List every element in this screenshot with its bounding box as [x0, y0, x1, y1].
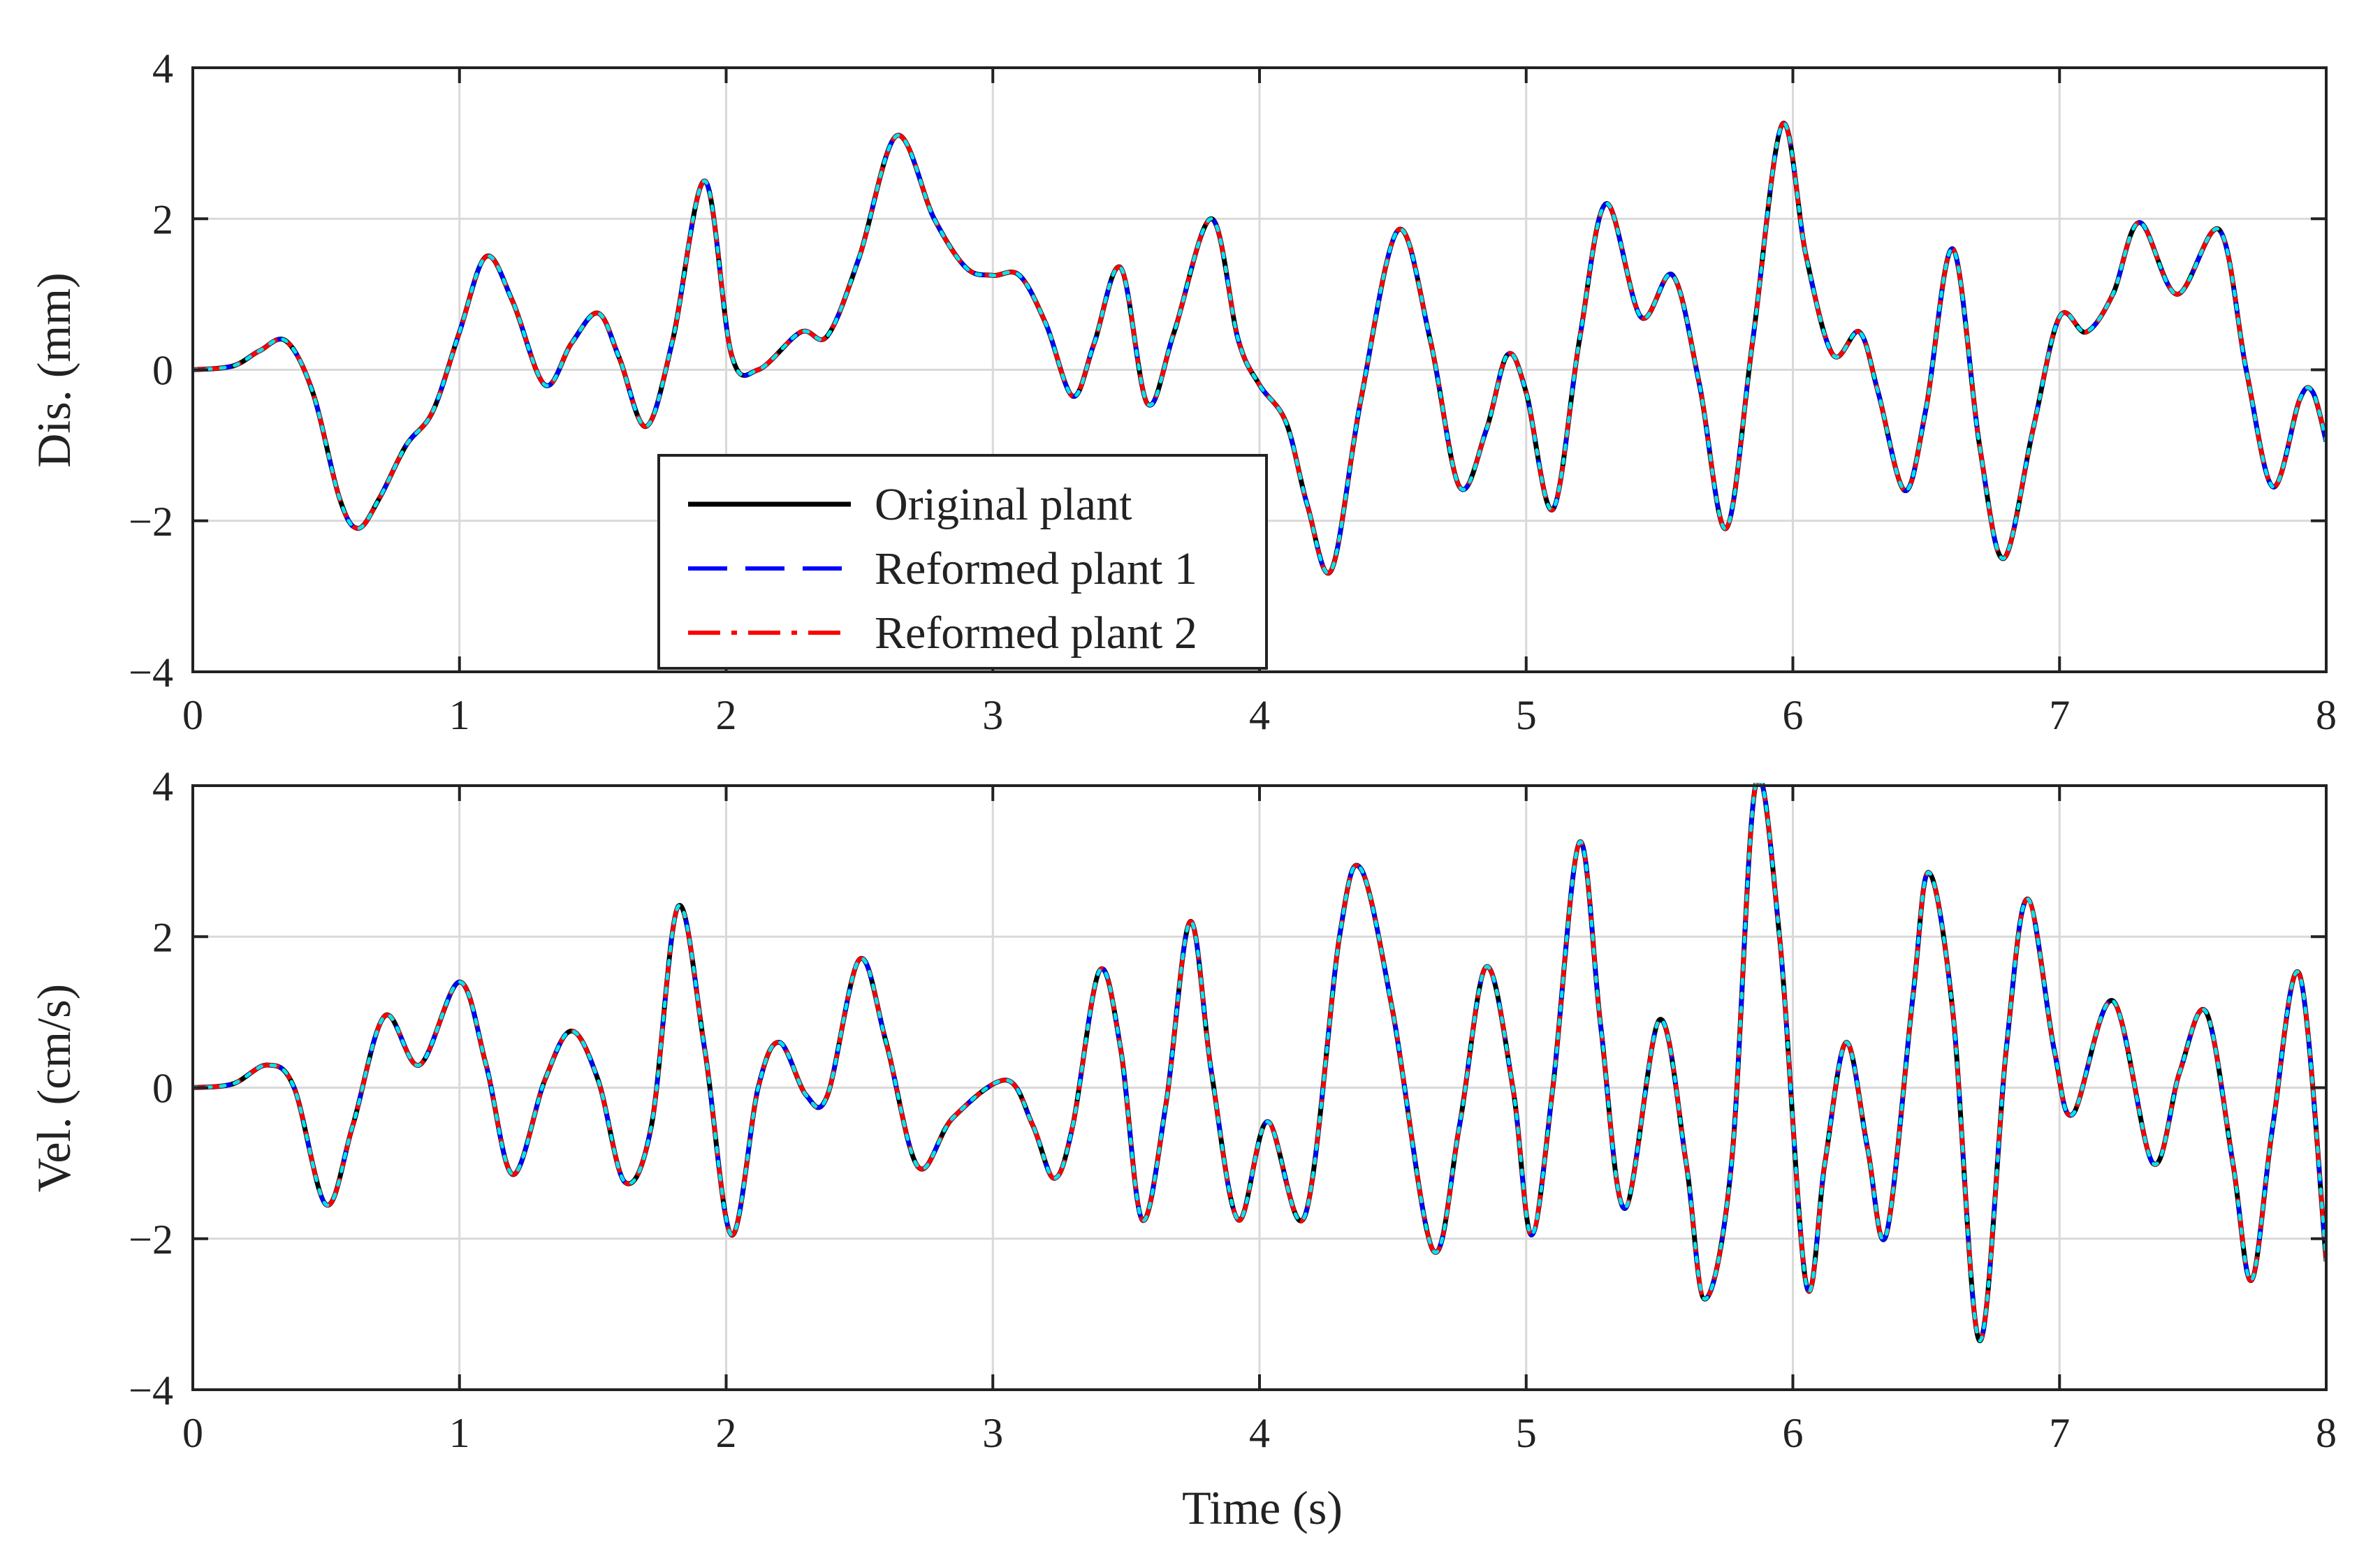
- y-tick-label: −2: [129, 1217, 173, 1263]
- x-tick-label: 3: [982, 692, 1003, 738]
- legend-label: Reformed plant 2: [875, 608, 1197, 659]
- x-tick-label: 8: [2316, 1410, 2337, 1456]
- y-tick-label: −4: [129, 649, 173, 696]
- y-tick-label: 4: [152, 45, 173, 91]
- x-tick-label: 5: [1516, 1410, 1537, 1456]
- y-tick-label: 0: [152, 348, 173, 394]
- y-tick-label: −4: [129, 1367, 173, 1413]
- x-tick-label: 1: [449, 692, 470, 738]
- x-tick-label: 0: [182, 1410, 203, 1456]
- series-line-overlay: [193, 783, 2326, 1343]
- displacement-y-axis-label: Dis. (mm): [27, 272, 80, 468]
- series-group: [193, 120, 2326, 576]
- velocity-y-axis-label: Vel. (cm/s): [27, 984, 80, 1192]
- y-tick-label: −2: [129, 499, 173, 545]
- x-tick-label: 2: [716, 1410, 737, 1456]
- x-tick-label: 4: [1249, 1410, 1270, 1456]
- x-tick-label: 1: [449, 1410, 470, 1456]
- x-tick-label: 7: [2049, 1410, 2070, 1456]
- velocity-panel: 0 1 2 3 4 5 6 7 8 −4 −2 0 2 4 Vel. (cm/s) Time (s): [27, 763, 2337, 1534]
- series-line-overlay: [193, 121, 2326, 575]
- x-tick-label: 8: [2316, 692, 2337, 738]
- x-tick-label: 4: [1249, 692, 1270, 738]
- time-x-axis-label: Time (s): [1182, 1481, 1343, 1534]
- legend-label: Reformed plant 1: [875, 543, 1197, 594]
- displacement-panel: 0 1 2 3 4 5 6 7 8 −4 −2 0 2 4 Dis. (mm): [27, 45, 2337, 738]
- x-tick-label: 3: [982, 1410, 1003, 1456]
- x-tick-label: 6: [1783, 692, 1804, 738]
- x-tick-label: 7: [2049, 692, 2070, 738]
- x-tick-label: 6: [1783, 1410, 1804, 1456]
- series-line-reformed-plant-2: [193, 121, 2326, 575]
- x-tick-label: 2: [716, 692, 737, 738]
- legend: Original plant Reformed plant 1 Reformed p…: [657, 454, 1268, 670]
- y-tick-label: 2: [152, 914, 173, 960]
- y-tick-label: 4: [152, 763, 173, 809]
- series-group: [193, 783, 2326, 1344]
- legend-label: Original plant: [875, 479, 1132, 530]
- x-tick-label: 0: [182, 692, 203, 738]
- y-tick-label: 0: [152, 1066, 173, 1112]
- x-tick-label: 5: [1516, 692, 1537, 738]
- y-tick-label: 2: [152, 196, 173, 242]
